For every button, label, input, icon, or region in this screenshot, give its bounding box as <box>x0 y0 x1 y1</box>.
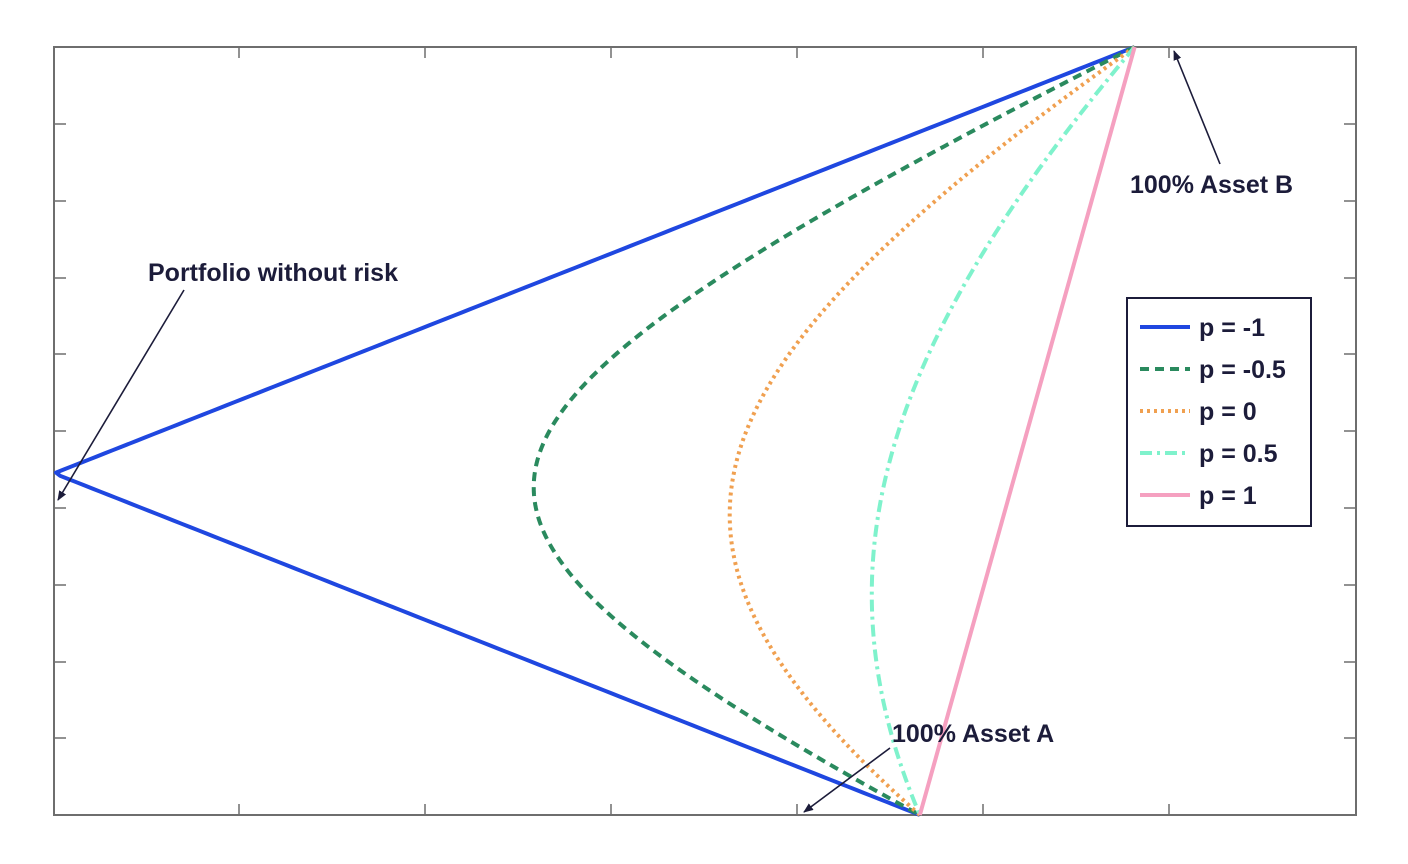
axis-ticks <box>54 47 1356 815</box>
series-line-3 <box>869 45 1137 816</box>
annotation-label-2: 100% Asset A <box>892 720 1054 748</box>
legend-label-4: p = 1 <box>1199 482 1257 510</box>
legend-label-2: p = 0 <box>1199 398 1257 426</box>
annotation-label-0: Portfolio without risk <box>148 259 398 287</box>
annotation-arrow-2 <box>803 747 891 813</box>
legend-box <box>1126 297 1312 527</box>
legend: p = -1 p = -0.5 p = 0 p = 0.5 p = 1 <box>1126 297 1312 527</box>
series-line-1 <box>531 45 1136 817</box>
series-line-2 <box>727 45 1136 817</box>
series-line-4 <box>917 46 1137 816</box>
legend-label-3: p = 0.5 <box>1199 440 1278 468</box>
annotation-arrow-0 <box>57 289 185 501</box>
annotation-label-1: 100% Asset B <box>1130 171 1293 199</box>
series-line-0 <box>53 45 1136 817</box>
series-layer <box>53 45 1137 817</box>
annotation-arrow-1 <box>1173 50 1221 165</box>
annotation-layer: Portfolio without risk 100% Asset B 100% A… <box>57 50 1293 813</box>
legend-label-1: p = -0.5 <box>1199 356 1286 384</box>
legend-label-0: p = -1 <box>1199 314 1265 342</box>
